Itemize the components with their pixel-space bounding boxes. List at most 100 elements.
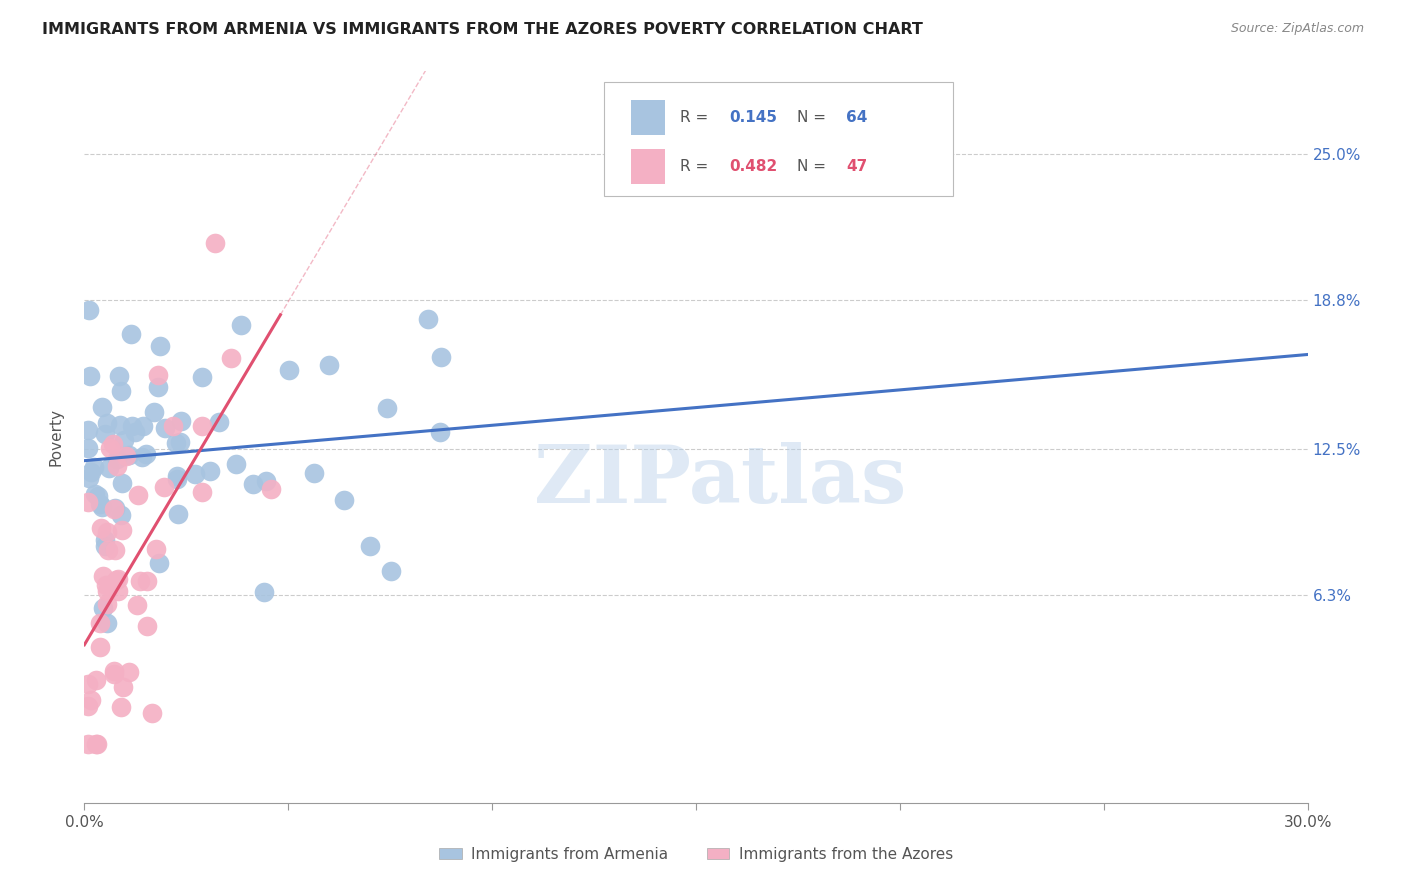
Point [96, 525, 118, 540]
Point [165, 436, 187, 450]
Text: 0.145: 0.145 [728, 110, 778, 125]
Point [112, 680, 135, 694]
Point [166, 472, 188, 486]
Point [105, 573, 128, 587]
Point [96, 615, 118, 630]
Text: N =: N = [797, 159, 831, 174]
Point [89, 640, 111, 654]
Point [204, 236, 226, 251]
Point [377, 401, 399, 416]
Point [135, 447, 157, 461]
Point [129, 574, 152, 588]
Point [107, 584, 129, 599]
Point [101, 437, 124, 451]
Point [96, 416, 118, 430]
Point [153, 420, 176, 434]
Point [90, 521, 112, 535]
Point [141, 706, 163, 720]
Point [94, 533, 117, 547]
Point [169, 435, 191, 450]
Point [94, 427, 117, 442]
Point [77, 441, 100, 455]
Point [145, 541, 167, 556]
Point [80, 693, 103, 707]
Point [104, 542, 127, 557]
Text: 64: 64 [846, 110, 868, 125]
Text: 47: 47 [846, 159, 868, 174]
FancyBboxPatch shape [605, 82, 953, 195]
Point [359, 539, 381, 553]
Point [333, 493, 356, 508]
Point [170, 414, 193, 428]
Point [77, 494, 100, 508]
Text: R =: R = [681, 159, 713, 174]
Point [146, 380, 169, 394]
Point [260, 482, 283, 496]
Point [242, 477, 264, 491]
Point [97, 543, 120, 558]
Text: N =: N = [797, 110, 831, 125]
Text: 0.482: 0.482 [728, 159, 778, 174]
Y-axis label: Poverty: Poverty [49, 408, 63, 467]
Point [318, 358, 340, 372]
Point [166, 469, 188, 483]
Point [136, 618, 159, 632]
Point [153, 479, 176, 493]
Point [77, 698, 100, 713]
Point [77, 303, 100, 318]
Point [110, 508, 132, 523]
Point [90, 401, 112, 415]
Point [207, 415, 229, 429]
Point [77, 423, 100, 437]
Point [110, 384, 132, 398]
Point [114, 433, 136, 447]
Point [127, 488, 149, 502]
Point [184, 467, 207, 481]
Point [278, 363, 301, 377]
Point [80, 465, 103, 479]
Point [97, 461, 120, 475]
Point [111, 476, 134, 491]
Point [86, 489, 108, 503]
Point [105, 459, 128, 474]
Point [191, 370, 214, 384]
Point [162, 419, 184, 434]
Point [120, 327, 142, 342]
Point [89, 616, 111, 631]
Point [100, 441, 122, 455]
Point [105, 452, 128, 467]
Point [380, 564, 402, 578]
Point [149, 339, 172, 353]
Point [94, 578, 117, 592]
Point [416, 312, 439, 326]
Point [231, 318, 253, 332]
Point [83, 460, 105, 475]
Point [225, 457, 247, 471]
Point [198, 464, 221, 478]
Point [94, 540, 117, 554]
Point [430, 350, 453, 364]
Point [110, 700, 132, 714]
Point [131, 450, 153, 465]
FancyBboxPatch shape [631, 149, 665, 185]
Text: R =: R = [681, 110, 713, 125]
Point [84, 737, 107, 751]
Point [93, 600, 115, 615]
Point [429, 425, 451, 439]
Point [83, 486, 105, 500]
Point [219, 351, 242, 365]
Point [191, 418, 214, 433]
Point [167, 507, 190, 521]
Point [89, 497, 111, 511]
Point [90, 500, 112, 514]
Point [91, 569, 114, 583]
Point [103, 664, 125, 678]
Point [77, 677, 100, 691]
Point [135, 574, 157, 588]
Text: IMMIGRANTS FROM ARMENIA VS IMMIGRANTS FROM THE AZORES POVERTY CORRELATION CHART: IMMIGRANTS FROM ARMENIA VS IMMIGRANTS FR… [42, 22, 924, 37]
Point [103, 502, 125, 516]
Point [253, 584, 276, 599]
Point [108, 418, 131, 433]
Point [104, 500, 127, 515]
Point [84, 673, 107, 687]
